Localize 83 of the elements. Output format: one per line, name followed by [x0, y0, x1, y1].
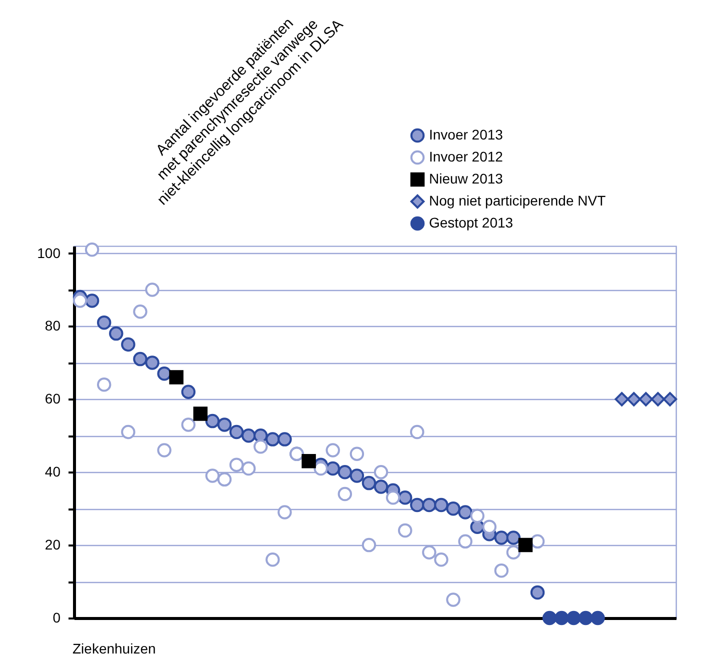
point — [410, 424, 424, 440]
point — [518, 538, 533, 552]
point — [650, 392, 666, 406]
y-tick-label: 60 — [44, 390, 61, 407]
point — [566, 610, 581, 626]
point — [217, 418, 232, 432]
point — [314, 461, 328, 476]
point — [302, 454, 316, 468]
point — [229, 424, 244, 440]
y-tick-label: 20 — [44, 536, 61, 553]
point — [266, 432, 280, 446]
point — [362, 476, 376, 490]
point — [434, 498, 448, 512]
point — [350, 446, 364, 461]
legend-label: Gestopt 2013 — [429, 214, 514, 230]
point — [482, 520, 497, 534]
point — [133, 352, 148, 366]
point — [434, 552, 448, 567]
point — [446, 501, 460, 516]
point — [96, 315, 112, 330]
point — [542, 610, 557, 626]
point — [494, 563, 509, 578]
point — [266, 552, 280, 567]
point — [121, 337, 136, 352]
point — [614, 392, 629, 406]
point — [241, 428, 256, 443]
point — [362, 538, 376, 552]
point — [494, 530, 509, 545]
point — [458, 534, 472, 549]
point — [96, 377, 112, 392]
point — [662, 392, 678, 406]
point — [278, 432, 292, 446]
point — [422, 498, 436, 512]
point — [422, 545, 436, 560]
point — [109, 326, 124, 341]
point — [133, 304, 148, 319]
point — [374, 480, 388, 494]
point — [205, 468, 220, 483]
point — [374, 465, 388, 480]
point — [121, 424, 136, 440]
y-tick-label: 80 — [44, 318, 61, 334]
point — [145, 356, 160, 370]
point — [169, 370, 184, 384]
point — [338, 465, 352, 480]
point — [253, 439, 268, 454]
point — [278, 505, 292, 520]
point — [338, 486, 352, 502]
legend-label: Nog niet participerende NVT — [429, 192, 606, 208]
y-tick-label: 0 — [52, 610, 61, 626]
point — [145, 282, 160, 297]
y-tick-label: 100 — [37, 244, 61, 261]
point — [326, 443, 340, 458]
point — [398, 523, 412, 538]
legend-label: Nieuw 2013 — [429, 170, 504, 186]
point — [72, 294, 88, 308]
point — [554, 610, 569, 626]
point — [446, 592, 460, 607]
point — [84, 294, 100, 308]
point — [578, 610, 593, 626]
point — [590, 610, 605, 626]
y-tick-label: 40 — [44, 464, 61, 480]
legend-label: Invoer 2012 — [429, 148, 504, 164]
legend-label: Invoer 2013 — [429, 126, 504, 142]
point — [506, 530, 521, 545]
point — [398, 490, 412, 505]
point — [241, 461, 256, 476]
point — [470, 508, 484, 523]
point — [84, 242, 100, 257]
point — [638, 392, 654, 406]
point — [386, 490, 400, 505]
point — [157, 443, 172, 458]
point — [350, 468, 364, 483]
point — [530, 585, 545, 600]
point — [205, 414, 220, 428]
point — [193, 406, 208, 421]
point — [181, 418, 196, 432]
point — [326, 461, 340, 476]
point — [410, 498, 424, 512]
x-axis-title: Ziekenhuizen — [72, 640, 156, 656]
point — [157, 366, 172, 381]
point — [181, 384, 196, 399]
point — [626, 392, 641, 406]
point — [458, 505, 472, 520]
